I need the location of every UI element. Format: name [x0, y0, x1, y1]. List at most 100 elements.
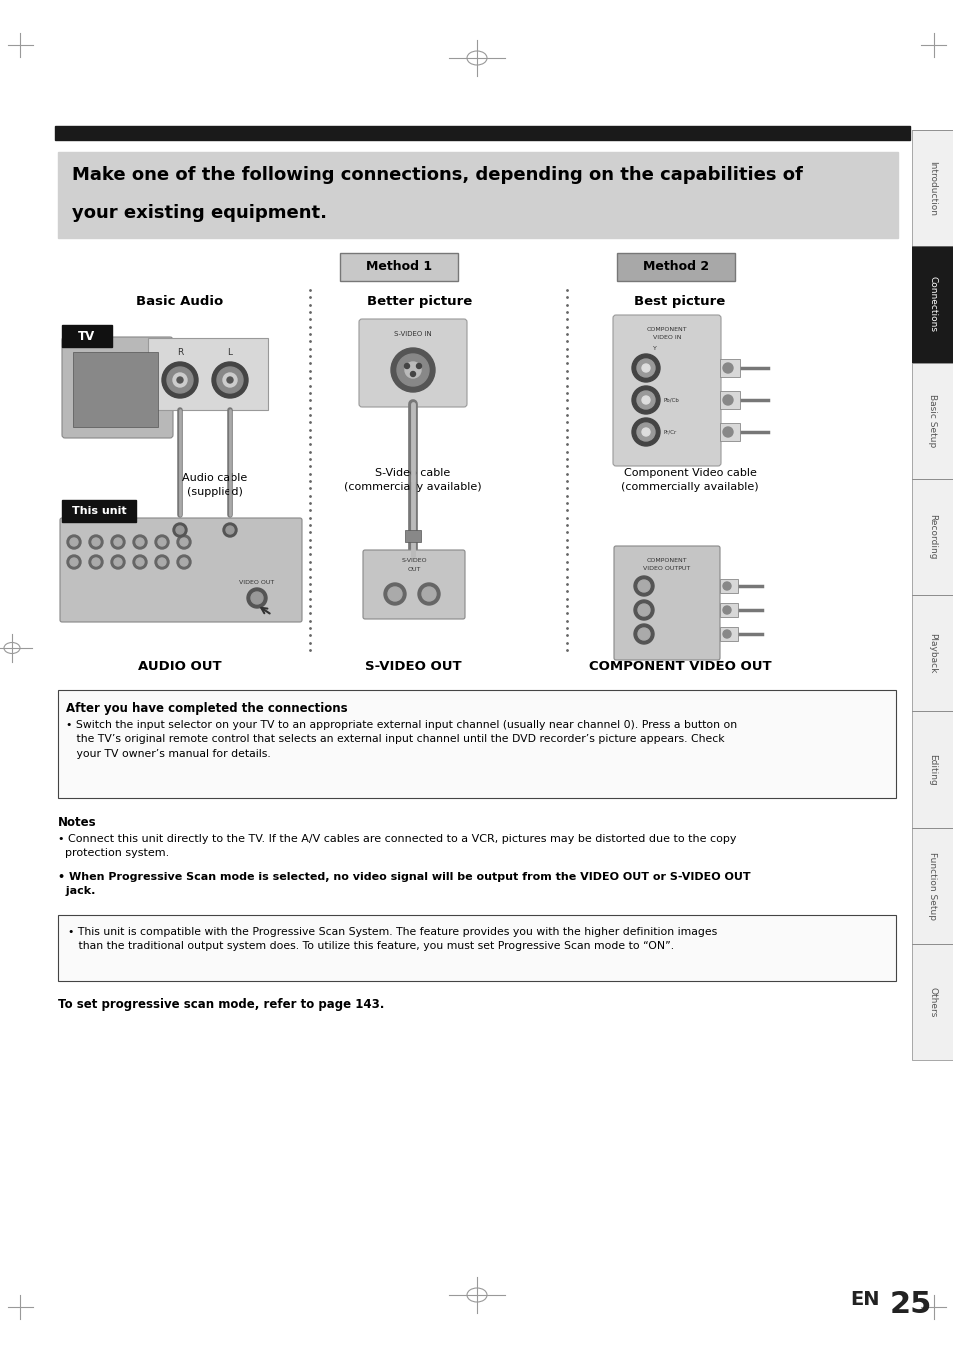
- Circle shape: [641, 363, 649, 372]
- Text: COMPONENT: COMPONENT: [646, 558, 686, 563]
- Circle shape: [722, 363, 732, 373]
- Circle shape: [405, 362, 420, 378]
- Bar: [720, 627, 738, 640]
- Text: Others: Others: [927, 986, 937, 1017]
- Circle shape: [638, 604, 649, 616]
- Bar: [73, 353, 158, 427]
- Circle shape: [158, 558, 166, 566]
- Bar: [55, 126, 909, 141]
- Circle shape: [396, 354, 429, 386]
- Circle shape: [641, 396, 649, 404]
- Circle shape: [638, 628, 649, 640]
- Text: Basic Audio: Basic Audio: [136, 295, 223, 308]
- FancyBboxPatch shape: [358, 319, 467, 407]
- Text: To set progressive scan mode, refer to page 143.: To set progressive scan mode, refer to p…: [58, 998, 384, 1011]
- Circle shape: [641, 428, 649, 436]
- Text: Pb/Cb: Pb/Cb: [663, 399, 679, 403]
- Circle shape: [91, 558, 100, 566]
- Circle shape: [158, 538, 166, 546]
- Circle shape: [177, 535, 191, 549]
- Circle shape: [391, 349, 435, 392]
- Circle shape: [136, 538, 144, 546]
- Bar: [911, 828, 953, 944]
- Circle shape: [417, 584, 439, 605]
- Circle shape: [136, 558, 144, 566]
- Circle shape: [67, 535, 81, 549]
- Text: After you have completed the connections: After you have completed the connections: [66, 703, 347, 715]
- Circle shape: [421, 586, 436, 601]
- Text: VIDEO OUT: VIDEO OUT: [239, 580, 274, 585]
- Text: EN: EN: [849, 1290, 879, 1309]
- Circle shape: [89, 535, 103, 549]
- Text: S-VIDEO IN: S-VIDEO IN: [394, 331, 432, 336]
- Circle shape: [722, 607, 730, 613]
- FancyBboxPatch shape: [613, 315, 720, 466]
- Text: Function Setup: Function Setup: [927, 851, 937, 920]
- Text: AUDIO OUT: AUDIO OUT: [138, 661, 222, 673]
- Bar: [720, 359, 740, 377]
- Circle shape: [172, 373, 187, 386]
- FancyBboxPatch shape: [614, 546, 720, 661]
- Text: COMPONENT VIDEO OUT: COMPONENT VIDEO OUT: [588, 661, 771, 673]
- Text: 25: 25: [889, 1290, 931, 1319]
- Circle shape: [226, 526, 233, 534]
- Text: Notes: Notes: [58, 816, 96, 830]
- Bar: [911, 711, 953, 828]
- Text: • Switch the input selector on your TV to an appropriate external input channel : • Switch the input selector on your TV t…: [66, 720, 737, 759]
- Circle shape: [722, 630, 730, 638]
- Circle shape: [180, 558, 188, 566]
- Text: OUT: OUT: [407, 567, 420, 571]
- Text: Better picture: Better picture: [367, 295, 472, 308]
- Circle shape: [70, 538, 78, 546]
- Circle shape: [638, 580, 649, 592]
- Text: Make one of the following connections, depending on the capabilities of: Make one of the following connections, d…: [71, 166, 802, 184]
- Text: Playback: Playback: [927, 632, 937, 673]
- Circle shape: [223, 523, 236, 536]
- Circle shape: [70, 558, 78, 566]
- Text: • Connect this unit directly to the TV. If the A/V cables are connected to a VCR: • Connect this unit directly to the TV. …: [58, 834, 736, 858]
- Bar: [911, 594, 953, 711]
- Bar: [911, 246, 953, 362]
- Text: VIDEO IN: VIDEO IN: [652, 335, 680, 340]
- FancyBboxPatch shape: [363, 550, 464, 619]
- Circle shape: [162, 362, 198, 399]
- Circle shape: [634, 576, 654, 596]
- Text: TV: TV: [78, 330, 95, 343]
- Text: L: L: [227, 349, 233, 357]
- Text: your existing equipment.: your existing equipment.: [71, 204, 327, 222]
- Circle shape: [177, 377, 183, 382]
- Circle shape: [172, 523, 187, 536]
- Circle shape: [154, 555, 169, 569]
- Circle shape: [91, 538, 100, 546]
- Circle shape: [180, 538, 188, 546]
- Text: COMPONENT: COMPONENT: [646, 327, 686, 332]
- Circle shape: [634, 600, 654, 620]
- Circle shape: [247, 588, 267, 608]
- Circle shape: [251, 592, 263, 604]
- Circle shape: [637, 423, 655, 440]
- Bar: [720, 423, 740, 440]
- Circle shape: [722, 582, 730, 590]
- Text: Component Video cable
(commercially available): Component Video cable (commercially avai…: [620, 469, 758, 492]
- Circle shape: [113, 558, 122, 566]
- Bar: [58, 690, 895, 798]
- Circle shape: [410, 372, 416, 377]
- Circle shape: [634, 624, 654, 644]
- FancyBboxPatch shape: [60, 517, 302, 621]
- Circle shape: [404, 363, 409, 369]
- Text: S-VIDEO: S-VIDEO: [401, 558, 426, 563]
- Text: Editing: Editing: [927, 754, 937, 785]
- Circle shape: [89, 555, 103, 569]
- Text: • When Progressive Scan mode is selected, no video signal will be output from th: • When Progressive Scan mode is selected…: [58, 871, 750, 896]
- Circle shape: [67, 555, 81, 569]
- Bar: [911, 944, 953, 1061]
- Circle shape: [167, 367, 193, 393]
- Circle shape: [212, 362, 248, 399]
- Circle shape: [722, 427, 732, 436]
- Bar: [617, 253, 734, 281]
- Circle shape: [388, 586, 401, 601]
- Text: Method 2: Method 2: [642, 261, 708, 273]
- Circle shape: [132, 555, 147, 569]
- Bar: [148, 338, 268, 409]
- Text: VIDEO OUTPUT: VIDEO OUTPUT: [642, 566, 690, 571]
